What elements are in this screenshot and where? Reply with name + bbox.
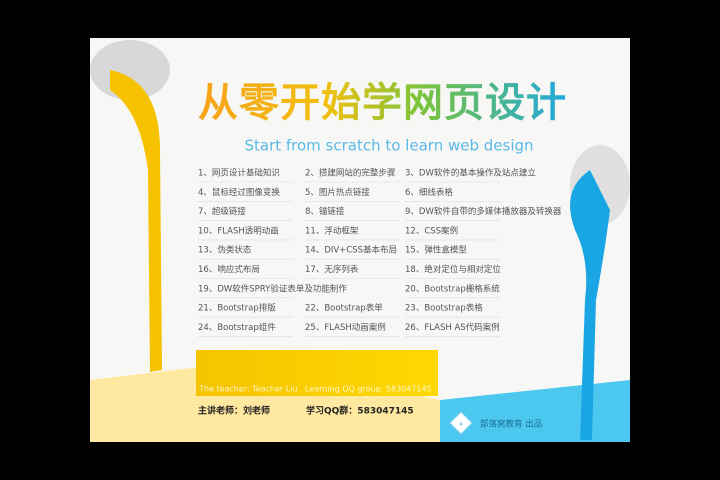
course-item: 23、Bootstrap表格 <box>405 303 483 314</box>
course-item: 15、弹性盒模型 <box>405 245 467 256</box>
course-item: 5、图片热点链接 <box>305 187 370 198</box>
course-item: 26、FLASH AS代码案例 <box>405 322 500 333</box>
subtitle: Start from scratch to learn web design <box>244 137 533 155</box>
course-item: 20、Bootstrap栅格系统 <box>405 283 500 294</box>
course-item: 1、网页设计基础知识 <box>198 168 280 179</box>
publisher: 部落窝教育 出品 <box>480 419 542 430</box>
banner-teacher: The teacher: Teacher Liu <box>198 385 297 394</box>
yellow-paint <box>110 70 162 372</box>
course-item: 2、搭建网站的完整步骤 <box>305 168 396 179</box>
course-item: 13、伪类状态 <box>198 245 252 256</box>
logo-arrow: › <box>459 420 463 430</box>
teacher: 主讲老师：刘老师 <box>198 405 270 417</box>
course-item: 9、DW软件自带的多媒体播放器及转换器 <box>405 206 562 217</box>
course-item: 14、DIV+CSS基本布局 <box>305 245 397 256</box>
course-list: 1、网页设计基础知识 2、搭建网站的完整步骤 3、DW软件的基本操作及站点建立 4、鼠… <box>198 168 562 337</box>
course-item: 11、浮动框架 <box>305 225 359 236</box>
course-item: 8、锚链接 <box>305 206 345 217</box>
banner-group: Learning QQ group: 583047145 <box>305 385 432 394</box>
course-item: 21、Bootstrap排版 <box>198 303 276 314</box>
course-item: 16、响应式布局 <box>198 264 260 275</box>
course-item: 6、细线表格 <box>405 187 453 198</box>
course-item: 3、DW软件的基本操作及站点建立 <box>405 168 536 179</box>
course-item: 17、无序列表 <box>305 264 359 275</box>
course-item: 12、CSS案例 <box>405 225 458 236</box>
qq-group: 学习QQ群：583047145 <box>306 405 414 417</box>
course-item: 7、超级链接 <box>198 206 246 217</box>
banner <box>196 350 438 396</box>
blue-paint <box>570 170 610 440</box>
title: 从零开始学网页设计 <box>198 80 567 126</box>
course-item: 10、FLASH透明动画 <box>198 225 279 236</box>
logo-icon <box>449 411 473 435</box>
course-item: 18、绝对定位与相对定位 <box>405 264 501 275</box>
course-item: 4、鼠标经过图像变换 <box>198 187 280 198</box>
course-item: 22、Bootstrap表单 <box>305 303 383 314</box>
yellow-band <box>90 360 440 442</box>
course-item: 24、Bootstrap组件 <box>198 322 276 333</box>
course-item: 19、DW软件SPRY验证表单及功能制作 <box>198 283 347 294</box>
course-item: 25、FLASH动画案例 <box>305 322 386 333</box>
